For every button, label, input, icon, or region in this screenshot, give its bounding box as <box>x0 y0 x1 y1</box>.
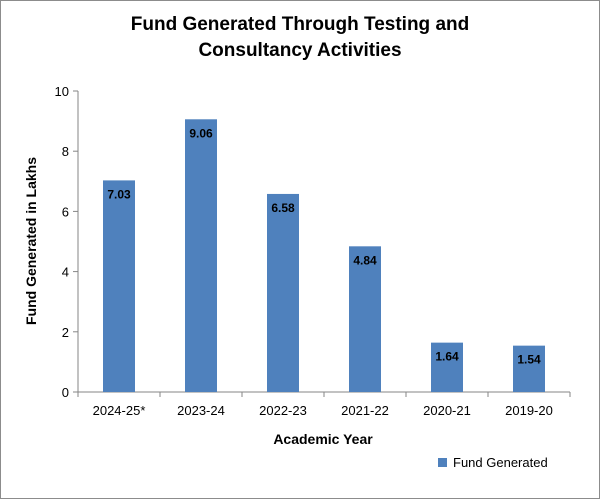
legend-swatch <box>438 457 447 467</box>
data-label: 1.54 <box>517 353 541 367</box>
bar <box>431 342 463 392</box>
bar <box>267 193 299 392</box>
y-axis-title: Fund Generated in Lakhs <box>23 157 39 325</box>
legend: Fund Generated <box>438 452 548 472</box>
bar <box>185 119 217 392</box>
chart-title-line-1: Fund Generated Through Testing and <box>130 14 470 35</box>
x-tick-label: 2021-22 <box>341 403 389 418</box>
y-tick-label: 2 <box>62 325 69 340</box>
data-label: 4.84 <box>353 253 377 267</box>
data-label: 9.06 <box>189 126 213 140</box>
y-tick-label: 4 <box>62 265 69 280</box>
data-label: 7.03 <box>107 187 131 201</box>
legend-label: Fund Generated <box>453 454 548 470</box>
data-label: 1.64 <box>435 350 459 364</box>
x-tick-label: 2023-24 <box>177 403 225 418</box>
y-tick-label: 8 <box>62 144 69 159</box>
bar <box>513 345 545 392</box>
x-tick-label: 2020-21 <box>423 403 471 418</box>
y-tick-label: 10 <box>55 84 69 99</box>
bar <box>103 180 135 392</box>
x-tick-label: 2024-25* <box>93 403 146 418</box>
x-axis-title: Academic Year <box>273 431 373 447</box>
bar <box>349 246 381 392</box>
data-label: 6.58 <box>271 201 295 215</box>
chart-title: Fund Generated Through Testing and Consu… <box>0 12 600 64</box>
y-tick-label: 0 <box>62 385 69 400</box>
x-tick-label: 2022-23 <box>259 403 307 418</box>
plot-area: 0 2 4 6 8 10 7.03 2024-25* 9.06 2023-24 6.58 2022-2… <box>55 84 571 418</box>
chart-title-line-2: Consultancy Activities <box>198 40 402 61</box>
y-tick-label: 6 <box>62 204 69 219</box>
x-tick-label: 2019-20 <box>505 403 553 418</box>
